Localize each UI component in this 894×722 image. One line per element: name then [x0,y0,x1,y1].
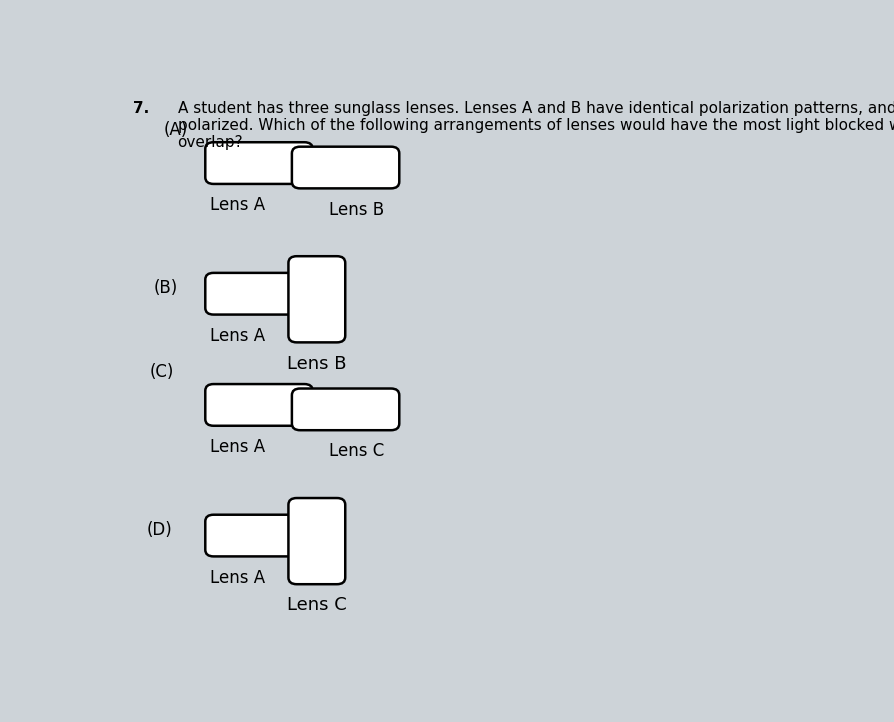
Text: Lens A: Lens A [210,569,265,587]
FancyBboxPatch shape [289,256,345,342]
Text: Lens A: Lens A [210,438,265,456]
FancyBboxPatch shape [206,515,313,557]
FancyBboxPatch shape [206,142,313,184]
Text: (B): (B) [154,279,178,297]
Text: Lens B: Lens B [287,355,347,373]
Text: Lens C: Lens C [329,443,384,461]
FancyBboxPatch shape [206,384,313,426]
Text: Lens C: Lens C [287,596,347,614]
Text: 7.: 7. [132,100,148,116]
FancyBboxPatch shape [289,498,345,584]
Text: (A): (A) [164,121,188,139]
Text: (C): (C) [150,363,174,381]
Text: Lens B: Lens B [329,201,384,219]
Text: (D): (D) [147,521,173,539]
Text: Lens A: Lens A [210,196,265,214]
Text: A student has three sunglass lenses. Lenses A and B have identical polarization : A student has three sunglass lenses. Len… [178,100,894,150]
FancyBboxPatch shape [206,273,313,315]
FancyBboxPatch shape [291,388,400,430]
Text: Lens A: Lens A [210,327,265,345]
FancyBboxPatch shape [291,147,400,188]
